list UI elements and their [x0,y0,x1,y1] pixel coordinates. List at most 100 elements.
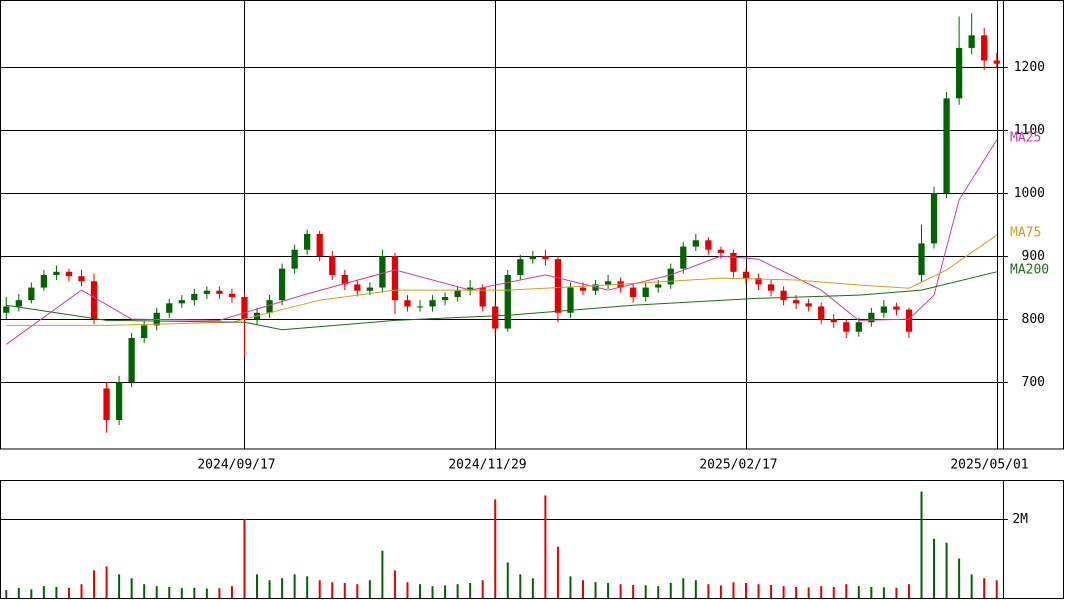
volume-bar [694,580,697,598]
volume-bar [281,578,284,598]
volume-bar [907,584,910,598]
volume-bar [669,583,672,598]
moving-average-line [6,271,997,331]
volume-bar [857,586,860,598]
candle-body [981,35,988,61]
volume-bar [970,574,973,598]
candle-body [692,240,699,247]
candle-body [467,287,474,291]
candle-body [28,287,35,301]
volume-bar [481,580,484,598]
candle-body [755,278,762,285]
candle-body [705,240,712,250]
candle-body [780,290,787,301]
candle-body [517,259,524,275]
volume-bar [456,584,459,598]
volume-bar [544,495,547,598]
candle-body [379,256,386,288]
candle-body [893,306,900,310]
volume-bar [569,576,572,598]
x-tick-label: 2024/09/17 [197,458,275,473]
volume-bar [230,586,233,598]
candle-body [191,293,198,301]
candle-body [329,256,336,275]
volume-frame [0,480,1064,599]
volume-bar [707,584,710,598]
x-tick-label: 2025/05/01 [950,458,1028,473]
candle-body [228,293,236,298]
candle-body [278,268,286,301]
candle-body [178,300,185,304]
candle-body [818,306,825,320]
price-frame [0,0,1064,450]
volume-bar [218,588,221,598]
candle-body [316,233,323,257]
volume-bar [832,586,835,598]
candle-body [366,287,373,291]
candle-body [767,284,775,291]
volume-bar [55,586,58,598]
volume-bar [895,587,898,598]
candle-body [166,303,173,313]
candle-body [216,290,223,294]
candle-body [968,35,975,48]
candle-body [291,249,298,269]
volume-bar [644,585,647,598]
volume-bar [381,550,384,598]
price-panel: 700 800 900 1000 1100 1200 2024/09/17 2024/11/2… [0,0,1049,473]
volume-bar [983,578,986,598]
volume-bar [17,588,20,598]
volume-bar [93,570,96,598]
volume-bar [67,587,70,598]
moving-average-line [6,139,998,345]
x-tick-label: 2024/11/29 [448,458,526,473]
y-tick-label: 1200 [1014,60,1045,75]
candle-body [642,287,649,298]
candle-body [868,312,875,323]
volume-bar [5,590,8,598]
volume-bar [118,574,121,598]
volume-bar [293,574,296,598]
volume-bar [143,584,146,598]
volume-bar [42,586,45,598]
volume-bar [657,586,660,598]
candle-body [65,271,73,277]
volume-bar [130,578,133,598]
candle-body [855,322,862,332]
candle-body [730,252,737,272]
candle-body [40,274,48,288]
volume-panel: 2M [0,491,1028,598]
candle-body [241,297,248,320]
volume-bar [193,587,196,598]
candle-body [955,47,963,99]
candle-body [3,306,10,313]
candle-body [15,300,22,307]
candle-body [742,271,750,279]
volume-bar [933,538,936,598]
candle-body [655,284,662,288]
volume-bar [519,574,522,598]
candle-body [630,287,637,298]
volume-bar [205,588,208,598]
candle-body [429,300,436,307]
candle-body [579,287,587,291]
volume-bar [807,587,810,598]
volume-bar [945,542,948,598]
candle-body [717,249,725,253]
volume-bar [419,584,422,598]
candle-body [943,98,950,193]
volume-bar [494,499,497,598]
volume-bar [331,582,334,598]
candle-body [53,271,60,275]
volume-bar [431,586,434,598]
volume-bar [795,586,798,598]
y-tick-label: 900 [1022,249,1045,264]
y-tick-label: 1000 [1014,186,1045,201]
volume-bar [920,491,923,598]
candle-body [993,60,1000,64]
candle-body [880,306,888,313]
candle-body [792,300,800,304]
candle-body [542,256,549,260]
